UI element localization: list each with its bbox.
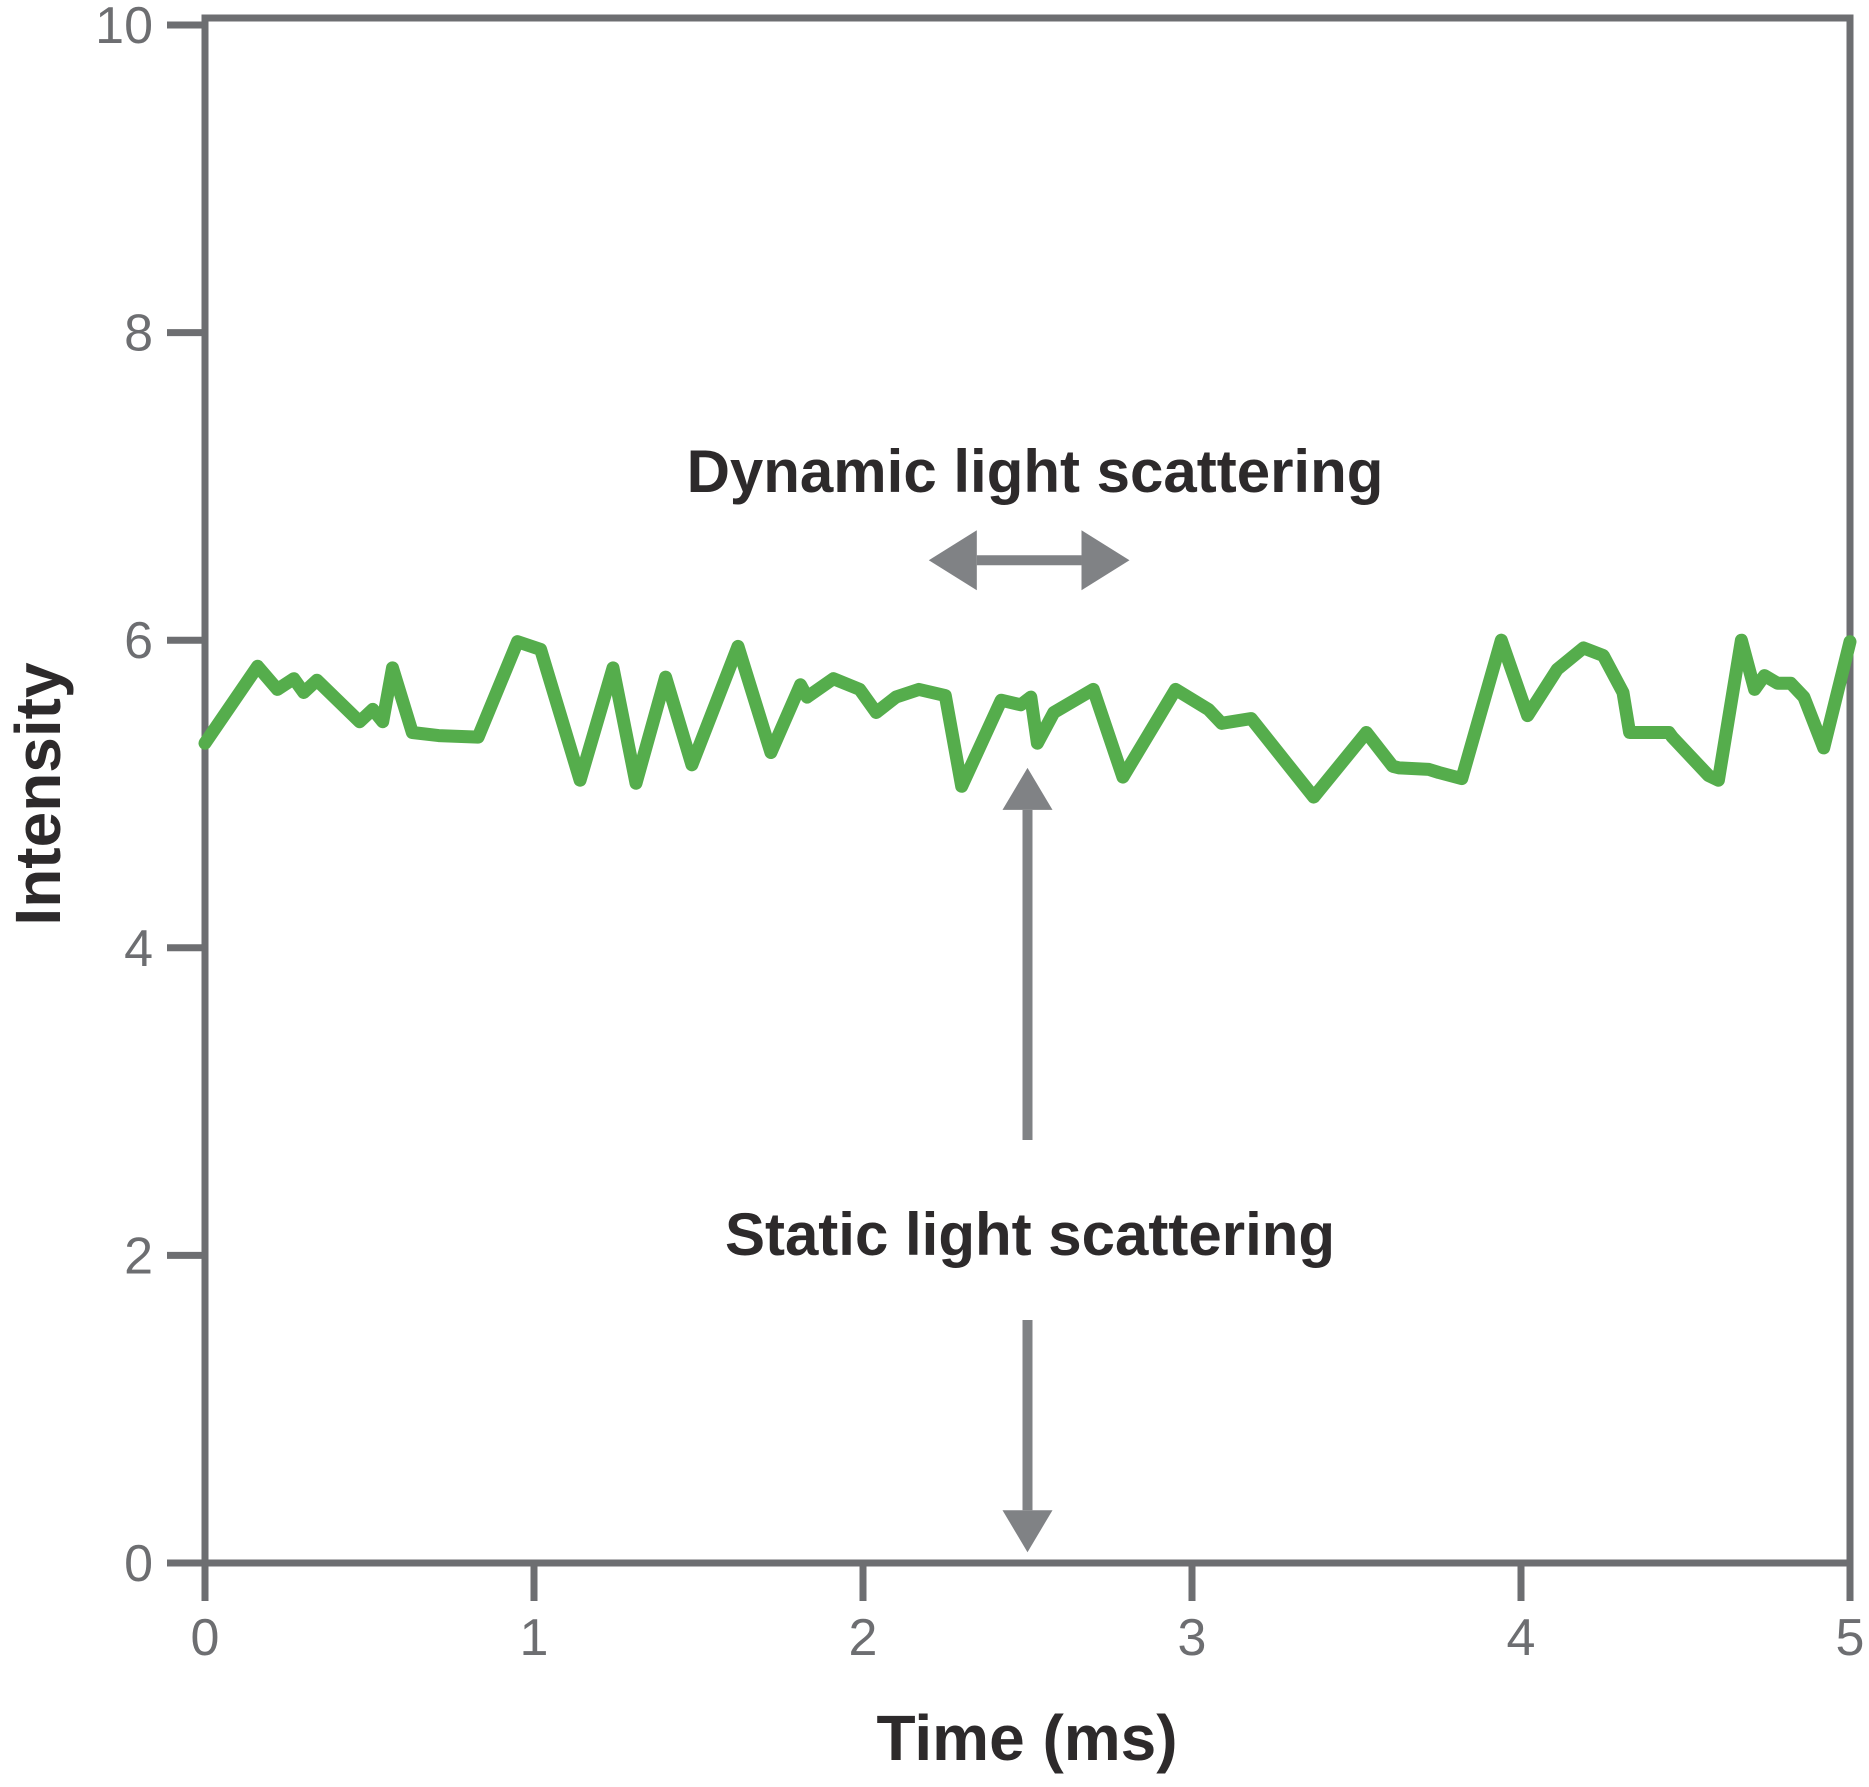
plot-frame bbox=[201, 14, 1854, 1567]
dynamic-scattering-label: Dynamic light scattering bbox=[687, 438, 1384, 505]
y-tick-label: 8 bbox=[124, 305, 153, 363]
y-tick-label: 6 bbox=[124, 612, 153, 670]
y-tick-label: 2 bbox=[124, 1227, 153, 1285]
x-tick-label: 0 bbox=[191, 1609, 220, 1667]
y-tick-label: 0 bbox=[124, 1535, 153, 1593]
static-scattering-label: Static light scattering bbox=[725, 1201, 1335, 1268]
x-tick-label: 4 bbox=[1507, 1609, 1536, 1667]
y-tick-label: 4 bbox=[124, 920, 153, 978]
x-tick-label: 5 bbox=[1836, 1609, 1865, 1667]
static-range-arrow-upper-head bbox=[1002, 767, 1053, 810]
dynamic-range-arrow-head bbox=[928, 530, 977, 591]
y-tick-label: 10 bbox=[95, 0, 153, 55]
x-axis-title: Time (ms) bbox=[876, 1702, 1177, 1774]
signal-trace bbox=[198, 633, 1857, 804]
x-tick-label: 2 bbox=[849, 1609, 878, 1667]
chart-layer: 0 2 4 6 8 10 0 1 2 3 4 5 bbox=[95, 0, 1864, 1667]
y-axis-title: Intensity bbox=[2, 662, 74, 926]
x-tick-label: 3 bbox=[1178, 1609, 1207, 1667]
static-range-arrow-lower-head bbox=[1002, 1510, 1053, 1553]
dynamic-range-arrow-head bbox=[1081, 530, 1130, 591]
x-tick-label: 1 bbox=[520, 1609, 549, 1667]
